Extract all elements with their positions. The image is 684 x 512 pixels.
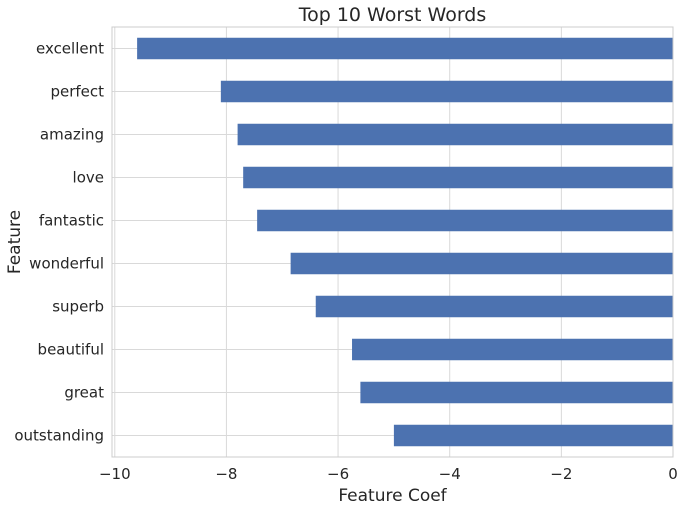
y-tick-label: love [73, 169, 104, 187]
y-tick-label: beautiful [38, 341, 104, 359]
y-tick-label: fantastic [39, 212, 104, 230]
bar-perfect [220, 80, 673, 103]
x-axis-label: Feature Coef [338, 486, 447, 506]
y-tick-label: great [64, 384, 104, 402]
bar-great [360, 381, 673, 404]
plot-frame [111, 26, 674, 458]
y-tick-label: amazing [40, 126, 104, 144]
x-tick-label: −4 [439, 465, 461, 483]
x-tick-label: −8 [215, 465, 237, 483]
chart-title: Top 10 Worst Words [298, 4, 487, 26]
bar-amazing [237, 123, 673, 146]
y-tick-label: excellent [36, 40, 104, 58]
y-tick-labels: excellent perfect amazing love fantastic wond… [14, 40, 104, 445]
bar-excellent [137, 37, 674, 60]
bar-beautiful [352, 338, 673, 361]
bar-fantastic [257, 209, 673, 232]
y-axis-label: Feature [5, 210, 25, 274]
bar-superb [315, 295, 673, 318]
bars-layer [137, 37, 674, 447]
y-tick-label: perfect [50, 83, 104, 101]
y-tick-label: outstanding [14, 427, 104, 445]
x-tick-label: −2 [550, 465, 572, 483]
bar-wonderful [290, 252, 673, 275]
bar-love [243, 166, 673, 189]
x-tick-label: −10 [99, 465, 131, 483]
bar-outstanding [393, 424, 673, 447]
x-tick-label: 0 [668, 465, 678, 483]
y-tick-label: superb [52, 298, 104, 316]
x-tick-label: −6 [327, 465, 349, 483]
y-tick-label: wonderful [29, 255, 104, 273]
x-tick-labels: −10 −8 −6 −4 −2 0 [99, 465, 678, 483]
